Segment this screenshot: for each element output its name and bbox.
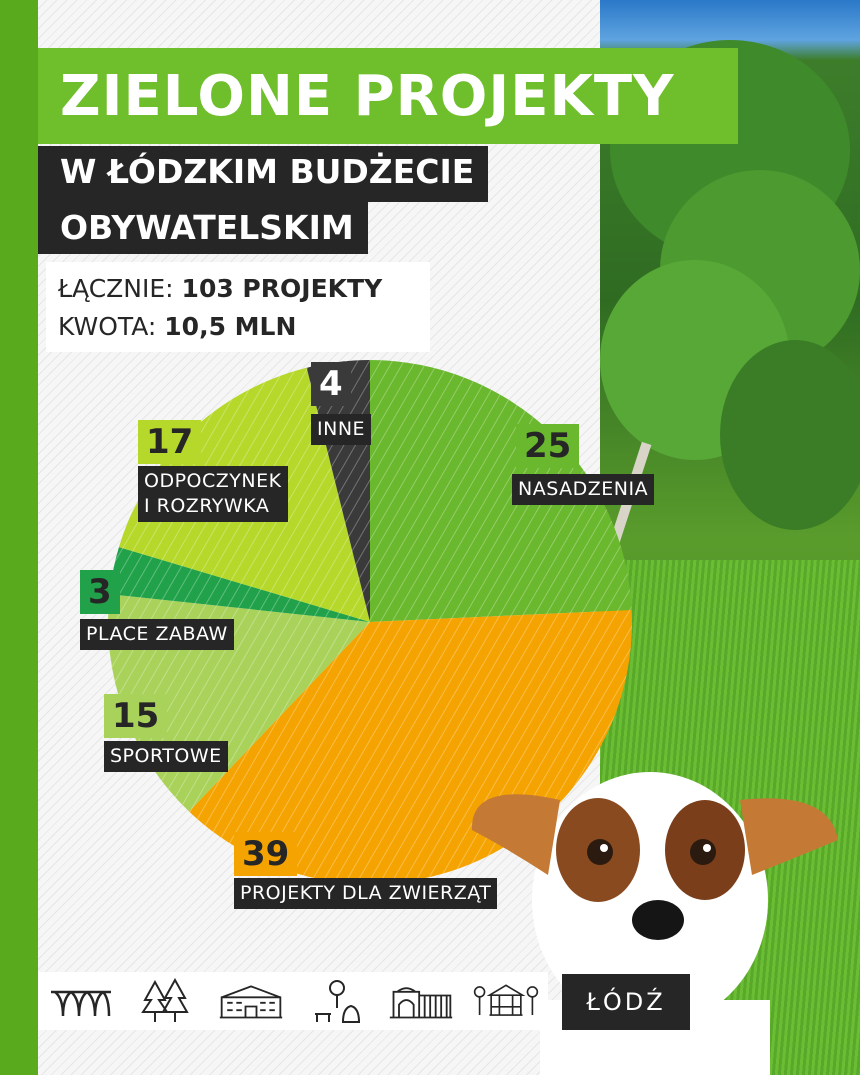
dog-photo bbox=[471, 772, 838, 1075]
park-bench-icon bbox=[303, 978, 369, 1024]
icon-strip bbox=[38, 972, 548, 1030]
slice-name-label-0: NASADZENIA bbox=[512, 474, 655, 505]
arches-icon bbox=[48, 978, 114, 1024]
gazebo-icon bbox=[473, 978, 539, 1024]
slice-value-label-5: 4 bbox=[311, 362, 351, 406]
slice-value-label-4: 17 bbox=[138, 420, 202, 464]
slice-name-label-5: INNE bbox=[311, 414, 372, 445]
slice-value-label-0: 25 bbox=[516, 424, 580, 468]
total-count-label: ŁĄCZNIE: bbox=[58, 274, 174, 303]
slice-name-label-1: PROJEKTY DLA ZWIERZĄT bbox=[234, 878, 498, 909]
total-amount-value: 10,5 MLN bbox=[164, 312, 297, 341]
trees-icon bbox=[133, 978, 199, 1024]
city-logo: ŁÓDŹ bbox=[562, 974, 690, 1030]
total-count-row: ŁĄCZNIE: 103 PROJEKTY bbox=[58, 270, 418, 308]
total-amount-label: KWOTA: bbox=[58, 312, 157, 341]
slice-name-label-4: ODPOCZYNEK I ROZRYWKA bbox=[138, 466, 288, 522]
slice-name-label-3: PLACE ZABAW bbox=[80, 619, 234, 650]
pie-slice-hatch-3 bbox=[109, 547, 371, 622]
subtitle-line-1: W ŁÓDZKIM BUDŻECIE bbox=[38, 146, 489, 202]
slice-value-label-2: 15 bbox=[104, 694, 168, 738]
slice-name-label-2: SPORTOWE bbox=[104, 741, 228, 772]
total-count-value: 103 PROJEKTY bbox=[181, 274, 383, 303]
left-accent-strip bbox=[0, 0, 38, 1075]
subtitle-line-2: OBYWATELSKIM bbox=[38, 202, 368, 254]
slice-value-label-1: 39 bbox=[234, 832, 298, 876]
gate-icon bbox=[388, 978, 454, 1024]
slice-value-label-3: 3 bbox=[80, 570, 120, 614]
total-amount-row: KWOTA: 10,5 MLN bbox=[58, 308, 418, 346]
pie-slice-hatch-0 bbox=[370, 360, 632, 622]
building-icon bbox=[218, 978, 284, 1024]
page-title: ZIELONE PROJEKTY bbox=[38, 48, 738, 144]
totals-box: ŁĄCZNIE: 103 PROJEKTY KWOTA: 10,5 MLN bbox=[46, 262, 430, 352]
